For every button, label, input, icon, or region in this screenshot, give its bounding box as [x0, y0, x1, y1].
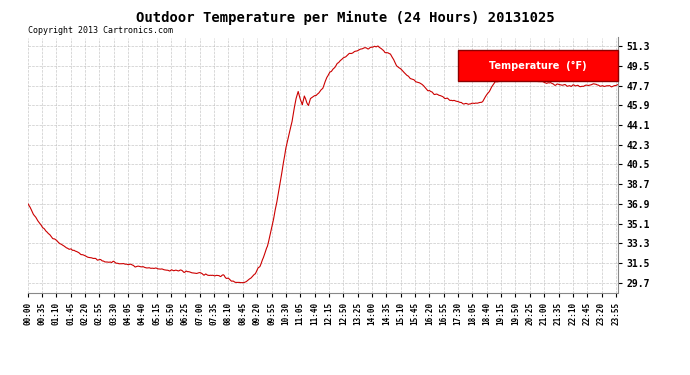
Text: Copyright 2013 Cartronics.com: Copyright 2013 Cartronics.com [28, 26, 172, 35]
FancyBboxPatch shape [458, 50, 618, 81]
Text: Temperature  (°F): Temperature (°F) [489, 60, 586, 70]
Text: Outdoor Temperature per Minute (24 Hours) 20131025: Outdoor Temperature per Minute (24 Hours… [136, 11, 554, 26]
